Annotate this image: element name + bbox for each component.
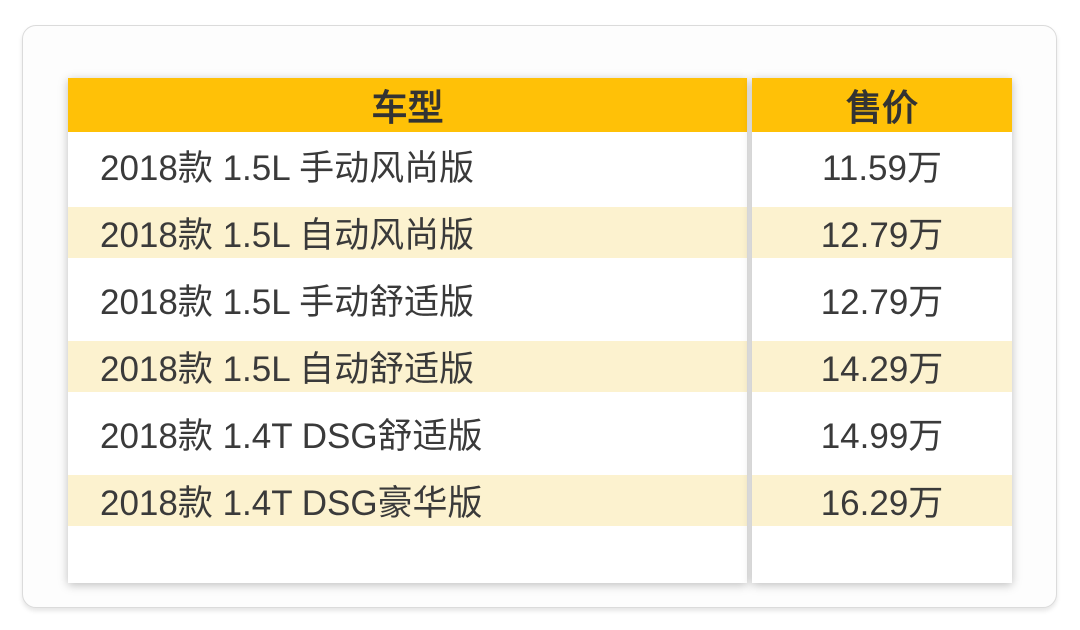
table-row-model: 2018款 1.4T DSG豪华版 (68, 467, 747, 534)
model-cell: 2018款 1.5L 自动风尚版 (68, 207, 747, 258)
table-row-model: 2018款 1.5L 自动风尚版 (68, 199, 747, 266)
column-header-model: 车型 (68, 78, 747, 132)
table-row-price: 14.29万 (752, 333, 1012, 400)
model-cell: 2018款 1.5L 自动舒适版 (68, 341, 747, 392)
price-cell: 14.29万 (752, 341, 1012, 392)
price-column: 售价 11.59万 12.79万 12.79万 14.29万 14.99万 16… (752, 78, 1012, 583)
column-header-price: 售价 (752, 78, 1012, 132)
empty-footer-cell (68, 534, 747, 583)
table-row-model: 2018款 1.5L 自动舒适版 (68, 333, 747, 400)
price-cell: 12.79万 (752, 207, 1012, 258)
table-row-model: 2018款 1.4T DSG舒适版 (68, 400, 747, 467)
table-row-price: 12.79万 (752, 199, 1012, 266)
table-row-price: 11.59万 (752, 132, 1012, 199)
table-row-model: 2018款 1.5L 手动风尚版 (68, 132, 747, 199)
empty-footer-cell (752, 534, 1012, 583)
price-cell: 16.29万 (752, 475, 1012, 526)
table-row-price: 14.99万 (752, 400, 1012, 467)
table-row-model: 2018款 1.5L 手动舒适版 (68, 266, 747, 333)
price-table: 车型 2018款 1.5L 手动风尚版 2018款 1.5L 自动风尚版 201… (68, 78, 1012, 583)
table-row-price: 16.29万 (752, 467, 1012, 534)
table-row-price: 12.79万 (752, 266, 1012, 333)
model-column: 车型 2018款 1.5L 手动风尚版 2018款 1.5L 自动风尚版 201… (68, 78, 747, 583)
model-cell: 2018款 1.4T DSG豪华版 (68, 475, 747, 526)
price-card: 车型 2018款 1.5L 手动风尚版 2018款 1.5L 自动风尚版 201… (22, 25, 1057, 608)
